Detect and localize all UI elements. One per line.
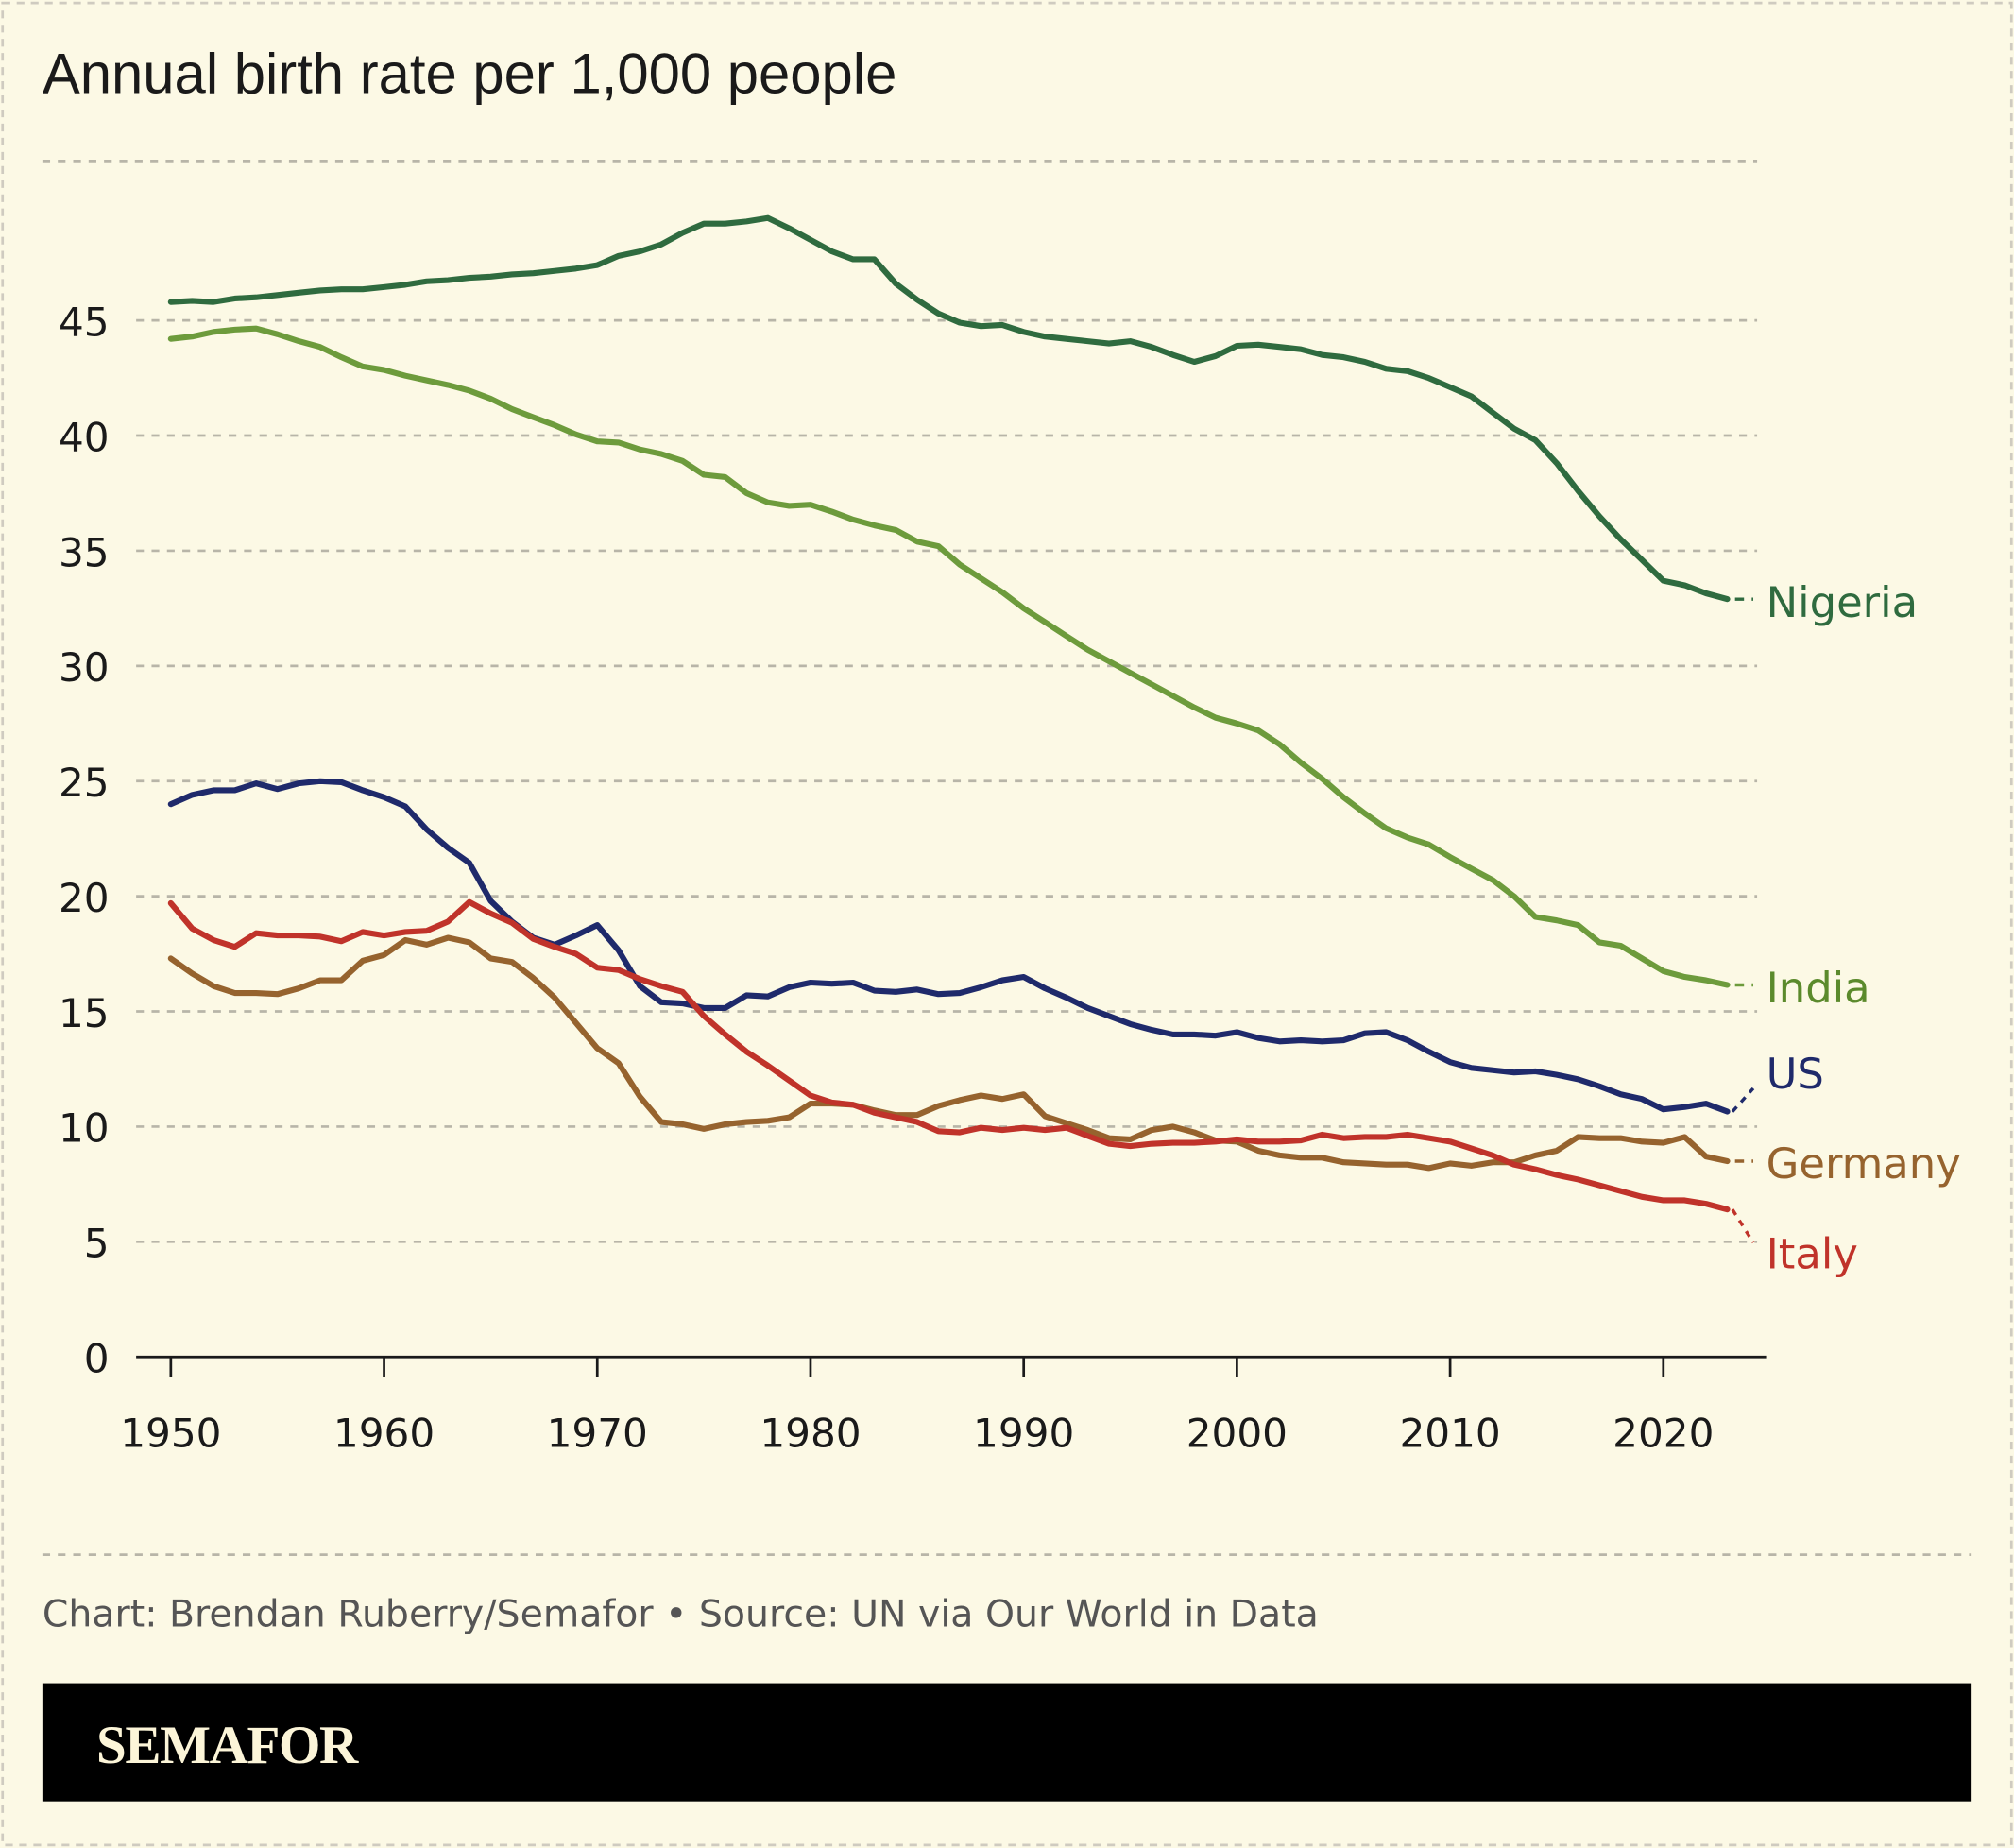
series-label-us: US [1767, 1049, 1824, 1099]
source-credit: Chart: Brendan Ruberry/Semafor • Source:… [43, 1593, 1319, 1636]
semafor-logo: SEMAFOR [96, 1716, 359, 1775]
series-label-india: India [1767, 963, 1870, 1013]
y-tick-label: 30 [59, 644, 110, 691]
x-axis: 1950 1960 1970 1980 1990 2000 2010 2020 [120, 1355, 1767, 1456]
x-tick-label: 2020 [1613, 1410, 1714, 1456]
y-tick-label: 45 [59, 299, 110, 345]
series-line-india [167, 325, 1731, 988]
y-axis: 0 5 10 15 20 25 30 35 40 45 [59, 299, 110, 1381]
y-tick-label: 25 [59, 760, 110, 806]
y-tick-label: 20 [59, 875, 110, 921]
x-tick-label: 1980 [760, 1410, 861, 1456]
series-labels: Nigeria India US Germany Italy [1731, 577, 1961, 1278]
y-tick-label: 35 [59, 529, 110, 575]
x-tick-label: 1950 [120, 1410, 221, 1456]
series-label-italy: Italy [1767, 1228, 1858, 1278]
x-tick-label: 1990 [973, 1410, 1074, 1456]
y-tick-label: 0 [84, 1336, 110, 1382]
x-tick-label: 1960 [333, 1410, 435, 1456]
series-label-germany: Germany [1767, 1138, 1961, 1189]
series-lines [167, 214, 1731, 1213]
series-line-italy [167, 898, 1731, 1213]
series-line-us [167, 778, 1731, 1115]
y-tick-label: 40 [59, 414, 110, 460]
x-tick-label: 1970 [547, 1410, 648, 1456]
series-line-nigeria [167, 214, 1731, 603]
x-tick-label: 2010 [1399, 1410, 1500, 1456]
series-line-germany [167, 934, 1731, 1172]
y-tick-label: 5 [84, 1221, 110, 1267]
y-tick-label: 15 [59, 990, 110, 1036]
series-label-nigeria: Nigeria [1767, 577, 1919, 627]
chart-title: Annual birth rate per 1,000 people [43, 42, 897, 105]
y-tick-label: 10 [59, 1105, 110, 1152]
logo-band [42, 1683, 1972, 1802]
x-tick-label: 2000 [1186, 1410, 1288, 1456]
label-connector [1731, 1087, 1755, 1113]
